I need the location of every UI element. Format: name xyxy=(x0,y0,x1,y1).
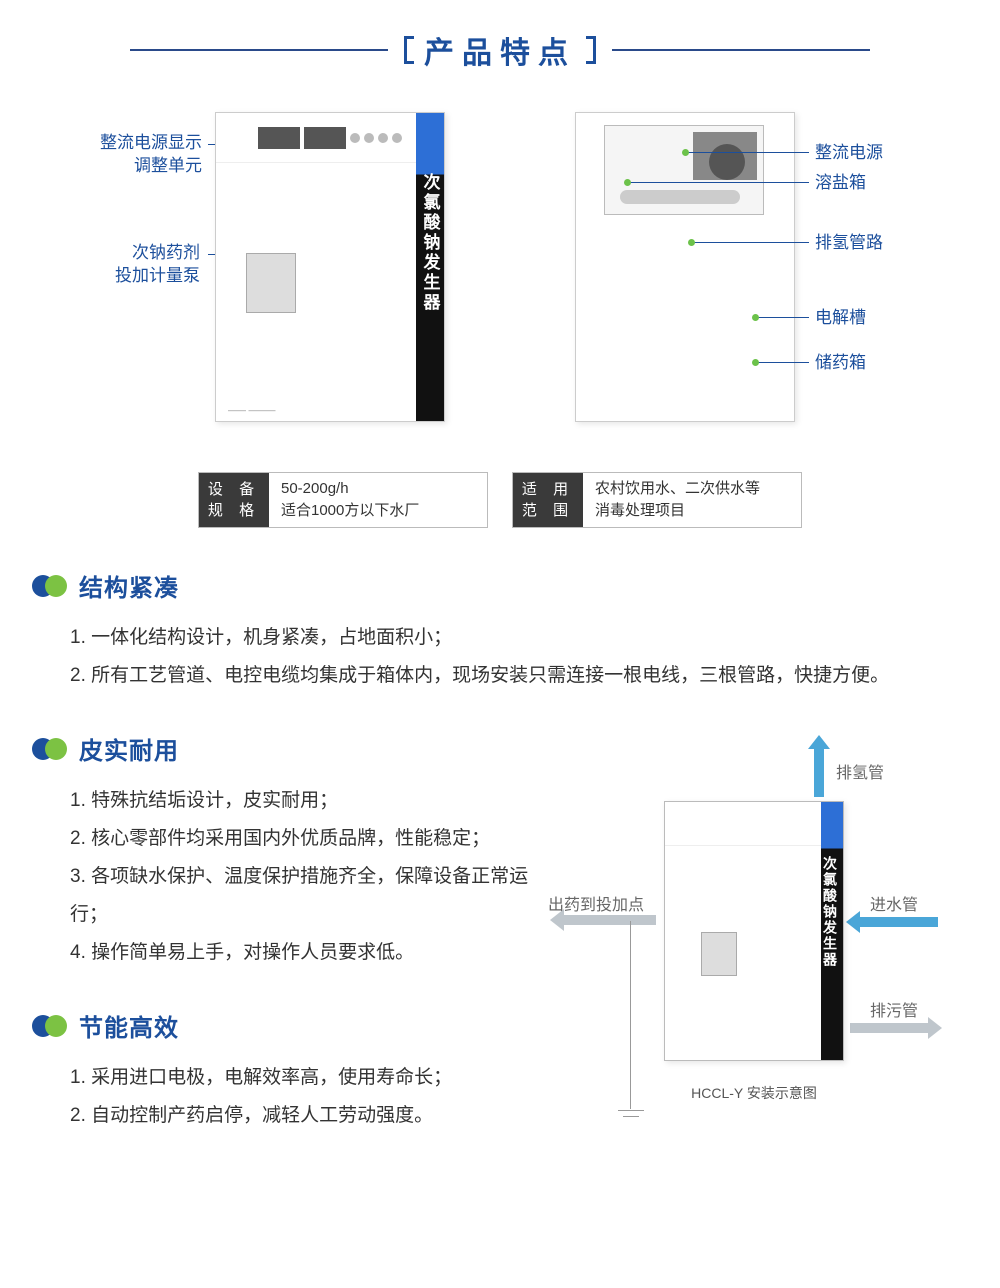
feature-body: 1. 一体化结构设计，机身紧凑，占地面积小； 2. 所有工艺管道、电控电缆均集成… xyxy=(46,619,954,695)
bullet-icon xyxy=(32,575,67,597)
feature-item: 2. 核心零部件均采用国内外优质品牌，性能稳定； xyxy=(70,820,534,858)
title-banner: 产品特点 xyxy=(0,28,1000,72)
spec-val-scope: 农村饮用水、二次供水等 消毒处理项目 xyxy=(583,473,801,527)
cabinet-band-label: 次氯酸钠发生器 xyxy=(418,173,443,313)
arrow-water-in xyxy=(858,917,938,927)
spec-box-scope: 适 用 范 围 农村饮用水、二次供水等 消毒处理项目 xyxy=(512,472,802,528)
feature-item: 2. 所有工艺管道、电控电缆均集成于箱体内，现场安装只需连接一根电线，三根管路，… xyxy=(70,657,954,695)
page-title: 产品特点 xyxy=(414,28,586,72)
feature-item: 3. 各项缺水保护、温度保护措施齐全，保障设备正常运行； xyxy=(70,858,534,934)
feature-compact: 结构紧凑 1. 一体化结构设计，机身紧凑，占地面积小； 2. 所有工艺管道、电控… xyxy=(46,568,954,695)
spec-key-scope: 适 用 范 围 xyxy=(513,473,583,527)
ground-wire xyxy=(630,921,631,1061)
page: 产品特点 整流电源显示 调整单元 次钠药剂 投加计量泵 次氯酸钠发生器 —— xyxy=(0,28,1000,1151)
feature-item: 1. 特殊抗结垢设计，皮实耐用； xyxy=(70,782,534,820)
cabinet-bottom-text: —— ——— xyxy=(228,405,276,415)
inside-compartment xyxy=(604,125,764,215)
pipe-icon xyxy=(620,190,740,204)
leader-rectifier xyxy=(685,152,809,153)
product-diagram: 整流电源显示 调整单元 次钠药剂 投加计量泵 次氯酸钠发生器 —— ——— xyxy=(30,112,970,452)
spec-val-device: 50-200g/h 适合1000方以下水厂 xyxy=(269,473,487,527)
schematic-pump-icon xyxy=(701,932,737,976)
feature-durable-col: 皮实耐用 1. 特殊抗结垢设计，皮实耐用； 2. 核心零部件均采用国内外优质品牌… xyxy=(46,731,534,1151)
install-schematic: 排氢管 出药到投加点 进水管 排污管 次氯酸钠发生器 HCCL-Y 安装示意图 xyxy=(554,731,954,1151)
feature-item: 1. 采用进口电极，电解效率高，使用寿命长； xyxy=(70,1059,534,1097)
inside-psu-icon xyxy=(693,132,757,180)
spec-key-device: 设 备 规 格 xyxy=(199,473,269,527)
schematic-band-label: 次氯酸钠发生器 xyxy=(820,856,840,968)
callout-electrolyzer: 电解槽 xyxy=(815,307,866,330)
cabinet-pump-window xyxy=(246,253,296,313)
callout-h2-pipe: 排氢管路 xyxy=(815,232,883,255)
label-h2-pipe: 排氢管 xyxy=(836,759,884,783)
feature-head: 皮实耐用 xyxy=(32,731,534,766)
feature-title: 皮实耐用 xyxy=(79,731,179,766)
feature-title: 结构紧凑 xyxy=(79,568,179,603)
spec-val-l1: 50-200g/h xyxy=(281,478,475,501)
schematic-caption: HCCL-Y 安装示意图 xyxy=(554,1083,954,1189)
spec-box-device: 设 备 规 格 50-200g/h 适合1000方以下水厂 xyxy=(198,472,488,528)
spec-val-l1: 农村饮用水、二次供水等 xyxy=(595,478,789,501)
spec-val-l2: 消毒处理项目 xyxy=(595,500,789,523)
feature-head: 节能高效 xyxy=(32,1008,534,1043)
feature-title: 节能高效 xyxy=(79,1008,179,1043)
callout-salt-tank: 溶盐箱 xyxy=(815,172,866,195)
spec-key-l2: 规 格 xyxy=(208,500,260,521)
cabinet-inside xyxy=(575,112,795,422)
feature-body: 1. 特殊抗结垢设计，皮实耐用； 2. 核心零部件均采用国内外优质品牌，性能稳定… xyxy=(46,782,534,972)
spec-row: 设 备 规 格 50-200g/h 适合1000方以下水厂 适 用 范 围 农村… xyxy=(0,472,1000,528)
spec-val-l2: 适合1000方以下水厂 xyxy=(281,500,475,523)
feature-item: 1. 一体化结构设计，机身紧凑，占地面积小； xyxy=(70,619,954,657)
callout-dosing-pump: 次钠药剂 投加计量泵 xyxy=(90,242,200,288)
callout-rectifier: 整流电源 xyxy=(815,142,883,165)
leader-h2-pipe xyxy=(691,242,809,243)
title-rule-left xyxy=(130,49,388,51)
title-bracket-left xyxy=(404,36,414,64)
diagram-inside: 整流电源 溶盐箱 排氢管路 电解槽 储药箱 xyxy=(505,112,970,452)
cabinet-front: 次氯酸钠发生器 —— ——— xyxy=(215,112,445,422)
cabinet-control-panel xyxy=(216,113,444,163)
feature-item: 4. 操作简单易上手，对操作人员要求低。 xyxy=(70,934,534,972)
arrow-drain xyxy=(850,1023,930,1033)
schematic-header xyxy=(665,802,843,846)
bullet-icon xyxy=(32,738,67,760)
spec-key-l1: 设 备 xyxy=(208,479,260,500)
bullet-icon xyxy=(32,1015,67,1037)
arrow-dosing-out xyxy=(562,915,656,925)
feature-item: 2. 自动控制产药启停，减轻人工劳动强度。 xyxy=(70,1097,534,1135)
schematic-cabinet: 次氯酸钠发生器 xyxy=(664,801,844,1061)
callout-psu-display: 整流电源显示 调整单元 xyxy=(62,132,202,178)
feature-body: 1. 采用进口电极，电解效率高，使用寿命长； 2. 自动控制产药启停，减轻人工劳… xyxy=(46,1059,534,1135)
feature-head: 结构紧凑 xyxy=(32,568,954,603)
diagram-front: 整流电源显示 调整单元 次钠药剂 投加计量泵 次氯酸钠发生器 —— ——— xyxy=(30,112,495,452)
title-rule-right xyxy=(612,49,870,51)
leader-salt-tank xyxy=(627,182,809,183)
label-water-in: 进水管 xyxy=(870,891,918,915)
spec-key-l1: 适 用 xyxy=(522,479,574,500)
leader-electrolyzer xyxy=(755,317,809,318)
fan-icon xyxy=(709,144,745,180)
arrow-h2-out xyxy=(814,747,824,797)
feature-durable-row: 皮实耐用 1. 特殊抗结垢设计，皮实耐用； 2. 核心零部件均采用国内外优质品牌… xyxy=(46,731,954,1151)
cabinet-side-band: 次氯酸钠发生器 xyxy=(416,113,444,421)
title-bracket-right xyxy=(586,36,596,64)
leader-storage xyxy=(755,362,809,363)
callout-storage: 储药箱 xyxy=(815,352,866,375)
spec-key-l2: 范 围 xyxy=(522,500,574,521)
label-drain: 排污管 xyxy=(870,997,918,1021)
